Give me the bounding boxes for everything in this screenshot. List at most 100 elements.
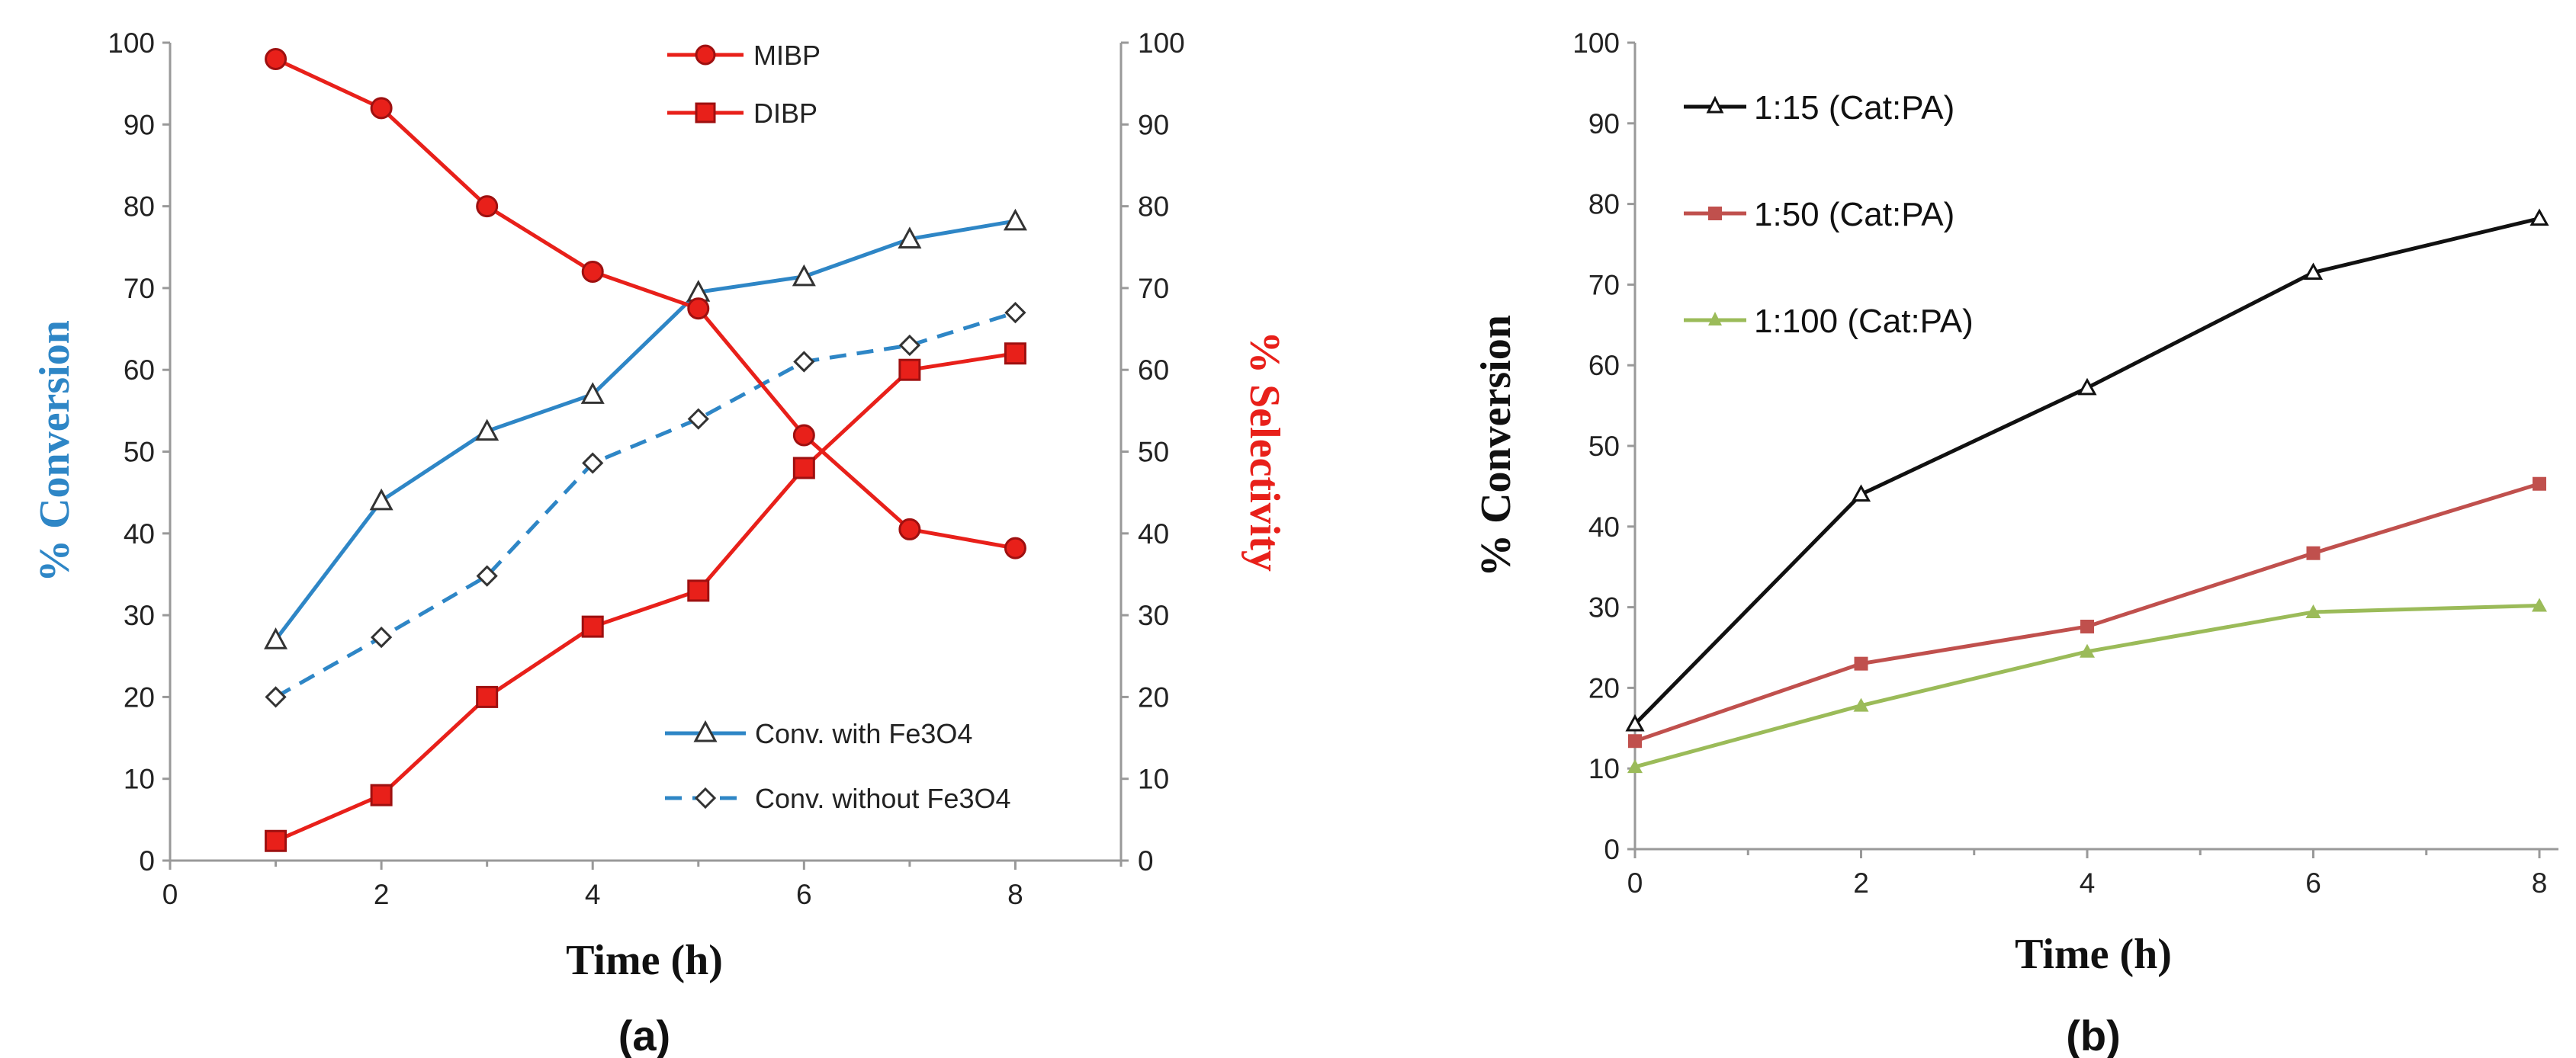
- panel-b-series-line-1: [1634, 482, 2540, 743]
- panel-a-point-1: [581, 615, 604, 638]
- legend-115-label: 1:15 (Cat:PA): [1754, 89, 1954, 127]
- panel-a-y-tick-label: 40: [124, 518, 155, 550]
- panel-a-x-tick-label: 4: [585, 879, 601, 910]
- legend-dibp-label: DIBP: [753, 98, 817, 129]
- legend-150-marker: [1708, 207, 1722, 220]
- panel-b-y-tick-label: 90: [1588, 108, 1620, 139]
- panel-a-y-tick-label: 20: [124, 681, 155, 713]
- panel-a-y-tick-label: 10: [124, 764, 155, 795]
- panel-b-x-tick-label: 4: [2080, 867, 2096, 899]
- panel-b-x-tick-label: 6: [2305, 867, 2321, 899]
- panel-b-point-1: [1854, 656, 1868, 671]
- panel-b-y-tick-label: 30: [1588, 592, 1620, 624]
- panel-a-point-3: [898, 334, 921, 357]
- panel-b-label: (b): [2066, 1012, 2121, 1058]
- panel-b-point-1: [2080, 619, 2094, 633]
- panel-a-point-3: [370, 626, 393, 649]
- panel-a-point-3: [1004, 301, 1026, 324]
- panel-b-series: [1625, 208, 2549, 774]
- panel-a-y2-axis-title: % Selectivity: [1241, 331, 1288, 572]
- panel-a-y2-tick-label: 30: [1138, 600, 1169, 631]
- panel-a-point-0: [581, 260, 604, 283]
- panel-a-series-line-0: [275, 57, 1016, 550]
- panel-a-x-tick-label: 2: [374, 879, 390, 910]
- panel-a-point-0: [370, 97, 393, 120]
- legend-1100-marker: [1708, 312, 1722, 325]
- panel-b-y-tick-label: 20: [1588, 672, 1620, 704]
- panel-a-series-line-3: [275, 310, 1017, 699]
- panel-a-y-tick-label: 70: [124, 273, 155, 304]
- panel-a-point-1: [898, 358, 921, 381]
- panel-b-point-2: [2080, 643, 2095, 658]
- panel-b-y-tick-label: 40: [1588, 511, 1620, 543]
- panel-a-point-3: [793, 351, 815, 373]
- panel-a-point-2: [369, 488, 393, 511]
- panel-a-point-3: [265, 686, 287, 708]
- panel-a-point-0: [687, 297, 710, 320]
- panel-a-y2-tick-label: 80: [1138, 191, 1169, 223]
- panel-b-point-2: [2305, 604, 2321, 618]
- panel-a-point-2: [580, 382, 605, 404]
- panel-b-point-1: [2533, 476, 2546, 491]
- panel-a-point-2: [264, 627, 288, 649]
- panel-a-y2-tick-label: 10: [1138, 764, 1169, 795]
- panel-a-y2-tick-label: 60: [1138, 354, 1169, 386]
- panel-a-y2-tick-label: 40: [1138, 518, 1169, 550]
- panel-a-legend-top: MIBP DIBP: [667, 40, 821, 129]
- panel-a-point-2: [898, 226, 922, 249]
- panel-b-point-0: [1625, 713, 1645, 732]
- panel-a-y2-tick-label: 100: [1138, 27, 1185, 59]
- panel-a-series-line-1: [275, 351, 1016, 843]
- panel-a-x-tick-label: 0: [162, 879, 178, 910]
- panel-a-y-tick-label: 90: [124, 109, 155, 140]
- panel-b-y-tick-label: 50: [1588, 431, 1620, 462]
- legend-mibp-label: MIBP: [753, 40, 821, 71]
- panel-a-y-ticks: 0 10 20 30 40 50 60 70 80 90 100: [108, 27, 170, 877]
- panel-a-y2-tick-label: 70: [1138, 273, 1169, 304]
- panel-a-point-2: [1003, 208, 1027, 231]
- panel-b-x-tick-label: 8: [2532, 867, 2548, 899]
- panel-a-point-0: [476, 195, 499, 218]
- panel-a-point-1: [792, 457, 815, 479]
- panel-a-series-line-2: [274, 219, 1016, 641]
- panel-a-legend-bottom: Conv. with Fe3O4 Conv. without Fe3O4: [665, 718, 1011, 814]
- panel-b-point-0: [2077, 377, 2097, 396]
- panel-b-point-2: [1627, 759, 1643, 774]
- panel-b-point-1: [1628, 734, 1642, 749]
- panel-b-point-2: [1853, 697, 1869, 712]
- panel-a-x-tick-label: 8: [1007, 879, 1023, 910]
- panel-b-legend: 1:15 (Cat:PA) 1:50 (Cat:PA) 1:100 (Cat:P…: [1684, 89, 1974, 340]
- panel-a-point-0: [265, 47, 287, 70]
- panel-a-y2-tick-label: 50: [1138, 437, 1169, 468]
- panel-a-point-0: [792, 424, 815, 447]
- legend-150-label: 1:50 (Cat:PA): [1754, 196, 1954, 233]
- panel-a-y-tick-label: 50: [124, 437, 155, 468]
- panel-a-y2-ticks: 0 10 20 30 40 50 60 70 80 90 100: [1121, 27, 1185, 877]
- panel-b-point-0: [1851, 484, 1871, 502]
- panel-a-point-2: [792, 264, 816, 287]
- panel-a-point-3: [476, 565, 498, 587]
- panel-a-x-tick-label: 6: [796, 879, 812, 910]
- panel-b-x-tick-label: 0: [1627, 867, 1643, 899]
- panel-a-x-ticks: 0 2 4 6 8: [162, 861, 1123, 910]
- panel-a-y2-tick-label: 0: [1138, 845, 1154, 877]
- panel-b-y-tick-label: 60: [1588, 350, 1620, 381]
- panel-a-x-axis-title: Time (h): [566, 937, 723, 984]
- panel-b-y-axis-title: % Conversion: [1473, 315, 1520, 577]
- panel-a-y-tick-label: 80: [124, 191, 155, 223]
- panel-b-y-tick-label: 0: [1604, 834, 1620, 865]
- panel-a-label: (a): [618, 1012, 670, 1058]
- panel-a-y-tick-label: 30: [124, 600, 155, 631]
- panel-a-point-1: [687, 579, 710, 602]
- legend-conv-without-label: Conv. without Fe3O4: [755, 783, 1011, 814]
- panel-a-y-tick-label: 100: [108, 27, 155, 59]
- panel-b: 0 10 20 30 40 50 60 70 80 90 100 0 2 4 6 8 Time (h) % …: [1473, 27, 2558, 1058]
- legend-1100-label: 1:100 (Cat:PA): [1754, 303, 1974, 340]
- panel-b-x-axis-title: Time (h): [2015, 931, 2172, 978]
- panel-a-y-axis-title: % Conversion: [31, 320, 79, 582]
- panel-a-point-1: [265, 829, 287, 852]
- panel-b-y-tick-label: 10: [1588, 753, 1620, 784]
- legend-mibp-marker: [695, 44, 716, 66]
- panel-b-point-1: [2306, 546, 2321, 560]
